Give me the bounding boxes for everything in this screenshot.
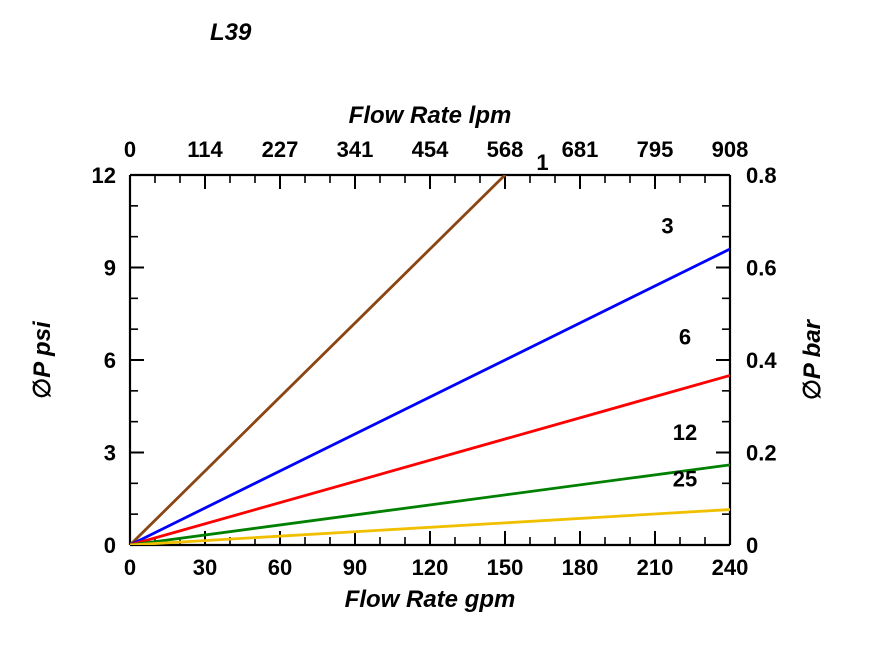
x-top-tick-label: 908 [712, 137, 749, 162]
x-top-tick-label: 454 [412, 137, 449, 162]
x-top-tick-label: 795 [637, 137, 674, 162]
x-bottom-tick-label: 210 [637, 555, 674, 580]
x-bottom-tick-label: 30 [193, 555, 217, 580]
y-left-tick-label: 6 [104, 348, 116, 373]
y-right-tick-label: 0.8 [746, 163, 777, 188]
y-right-axis-label: ∅P bar [799, 318, 826, 400]
chart-title: L39 [210, 19, 252, 46]
x-top-tick-label: 227 [262, 137, 299, 162]
x-bottom-tick-label: 240 [712, 555, 749, 580]
x-bottom-tick-label: 180 [562, 555, 599, 580]
x-top-tick-label: 114 [187, 137, 223, 162]
x-top-tick-label: 568 [487, 137, 524, 162]
y-left-tick-label: 9 [104, 256, 116, 281]
chart-container: L390306090120150180210240Flow Rate gpm01… [0, 0, 896, 660]
x-bottom-tick-label: 120 [412, 555, 449, 580]
x-top-tick-label: 341 [337, 137, 374, 162]
chart-svg: L390306090120150180210240Flow Rate gpm01… [0, 0, 896, 660]
series-label-1: 1 [536, 150, 548, 175]
x-bottom-tick-label: 0 [124, 555, 136, 580]
x-bottom-axis-label: Flow Rate gpm [345, 586, 516, 613]
x-top-tick-label: 681 [562, 137, 599, 162]
y-left-tick-label: 0 [104, 533, 116, 558]
y-left-axis-label: ∅P psi [29, 320, 56, 399]
y-right-axis-label-group: ∅P bar [799, 318, 826, 400]
x-bottom-tick-label: 90 [343, 555, 367, 580]
y-right-tick-label: 0.6 [746, 256, 777, 281]
y-right-tick-label: 0 [746, 533, 758, 558]
x-bottom-tick-label: 150 [487, 555, 524, 580]
x-bottom-tick-label: 60 [268, 555, 292, 580]
series-label-6: 6 [679, 325, 691, 350]
y-left-tick-label: 12 [92, 163, 116, 188]
y-right-tick-label: 0.2 [746, 441, 777, 466]
series-label-12: 12 [673, 420, 697, 445]
series-label-25: 25 [673, 466, 697, 491]
series-label-3: 3 [661, 214, 673, 239]
y-right-tick-label: 0.4 [746, 348, 777, 373]
y-left-tick-label: 3 [104, 441, 116, 466]
x-top-tick-label: 0 [124, 137, 136, 162]
y-left-axis-label-group: ∅P psi [29, 320, 56, 399]
x-top-axis-label: Flow Rate lpm [349, 102, 512, 129]
